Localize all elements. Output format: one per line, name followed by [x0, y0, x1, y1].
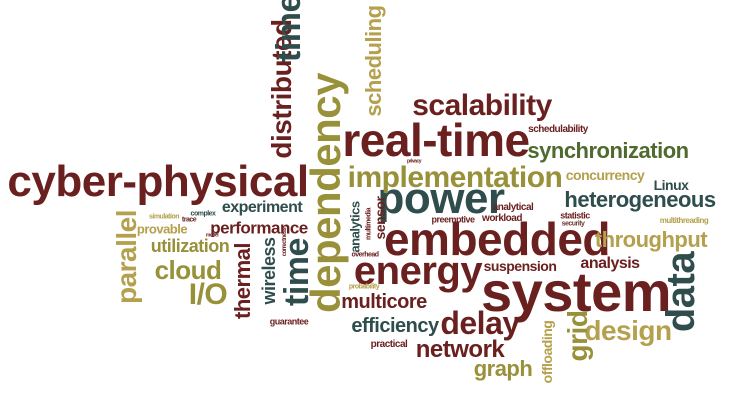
word-analytical: analytical [492, 202, 534, 213]
word-implementation: implementation [347, 161, 563, 194]
word-overhead: overhead [351, 251, 379, 259]
word-energy: energy [353, 249, 483, 293]
word-synchronization: synchronization [527, 138, 689, 163]
word-graph: graph [473, 356, 533, 381]
word-probability: probability [348, 283, 380, 291]
word-cyber-physical: cyber-physical [7, 157, 309, 206]
word-multithreading: multithreading [659, 216, 709, 225]
word-io: I/O [188, 278, 228, 311]
word-suspension: suspension [483, 258, 557, 274]
word-complex: complex [190, 210, 216, 218]
word-power: power [377, 174, 505, 223]
word-cloud: cloud [154, 255, 222, 285]
word-privacy: privacy [406, 158, 422, 165]
word-multimedia: multimedia [365, 208, 373, 240]
word-guarantee: guarantee [269, 316, 309, 327]
word-real-time: real-time [342, 114, 530, 166]
word-analytics: analytics [347, 201, 363, 253]
word-wireless: wireless [259, 237, 279, 305]
word-simulation: simulation [148, 213, 180, 221]
word-system: system [480, 260, 672, 323]
word-scheduling: scheduling [361, 5, 386, 117]
word-sensor: sensor [372, 196, 388, 240]
word-heterogeneous: heterogeneous [564, 187, 716, 212]
word-practical: practical [370, 339, 408, 350]
word-provable: provable [136, 221, 188, 237]
word-security: security [561, 220, 585, 228]
word-time: time [270, 0, 308, 62]
word-concurrency: concurrency [565, 167, 645, 183]
word-performance: performance [210, 218, 308, 238]
word-grid: grid [562, 310, 593, 362]
word-experiment: experiment [221, 199, 303, 216]
word-design: design [584, 315, 672, 346]
word-delay: delay [440, 305, 520, 341]
word-workload: workload [482, 213, 522, 224]
word-trace: trace [181, 216, 197, 224]
word-analysis: analysis [580, 255, 640, 272]
word-throughput: throughput [594, 227, 708, 252]
word-utilization: utilization [150, 236, 230, 256]
word-statistic: statistic [560, 210, 590, 221]
word-scalability: scalability [412, 89, 552, 122]
word-network: network [415, 336, 505, 363]
word-multicore: multicore [341, 291, 427, 313]
word-model: model [205, 232, 219, 239]
word-offloading: offloading [539, 320, 555, 384]
word-thermal: thermal [230, 243, 255, 319]
word-embedded: embedded [383, 213, 611, 265]
word-preemptive: preemptive [431, 214, 475, 225]
word-efficiency: efficiency [351, 315, 439, 337]
word-schedulability: schedulability [528, 124, 588, 135]
word-parallel: parallel [111, 209, 142, 305]
word-data: data [659, 251, 703, 333]
word-linux: Linux [653, 177, 689, 193]
word-correctness: correctness [282, 227, 288, 257]
